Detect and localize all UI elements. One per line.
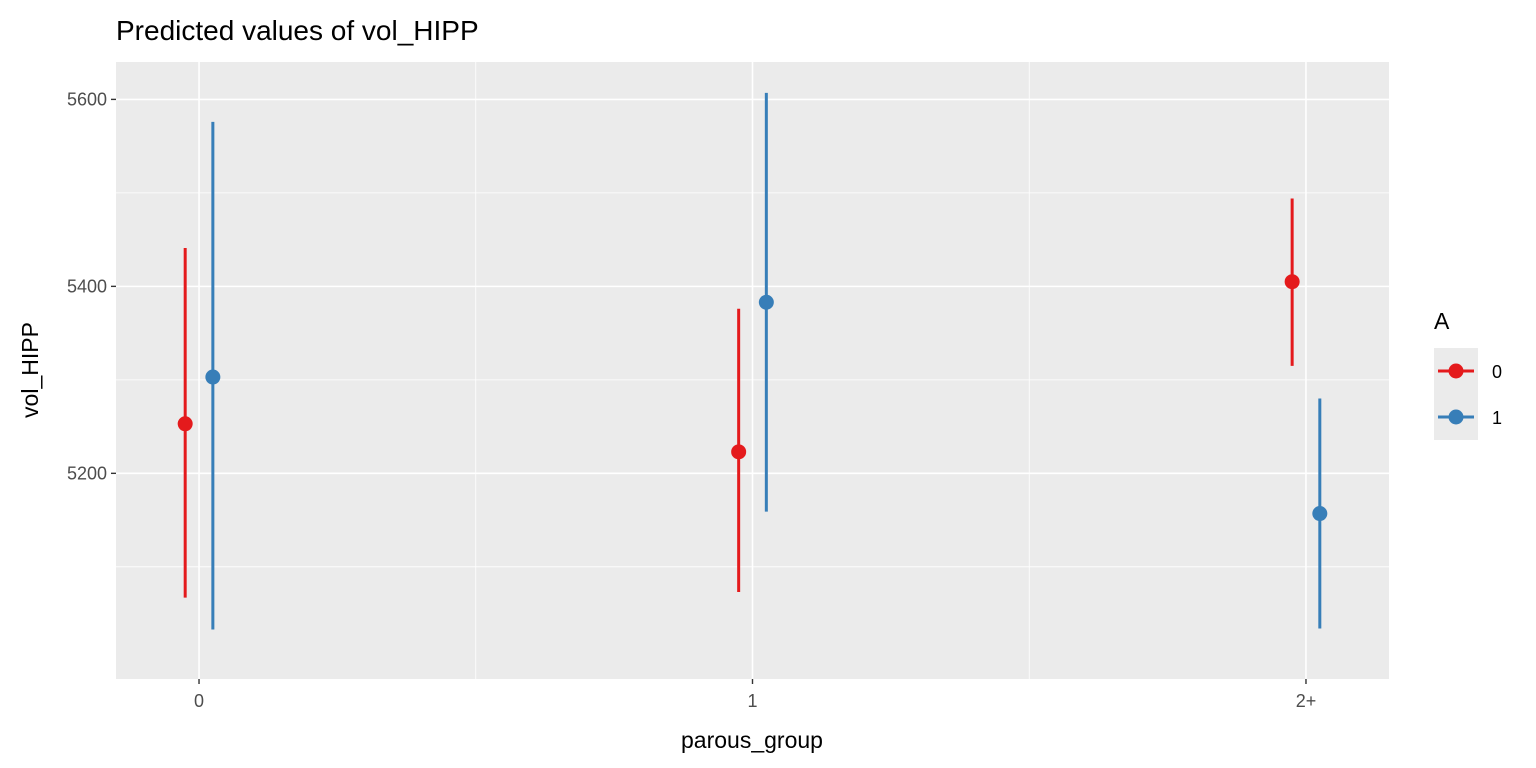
point-1-1 <box>758 294 774 310</box>
point-0-0 <box>177 416 193 432</box>
point-0-2+ <box>1284 274 1300 290</box>
legend-label-1: 1 <box>1492 408 1502 428</box>
x-tick-label: 0 <box>194 691 204 711</box>
y-tick-label: 5600 <box>67 89 107 109</box>
data-marks <box>177 92 1328 630</box>
point-0-1 <box>731 444 747 460</box>
point-1-2+ <box>1312 506 1328 522</box>
y-tick-label: 5400 <box>67 276 107 296</box>
x-tick-label: 1 <box>747 691 757 711</box>
legend-point-0 <box>1448 363 1464 379</box>
legend: A 0 1 <box>1434 308 1502 440</box>
y-tick-label: 5200 <box>67 463 107 483</box>
x-tick-label: 2+ <box>1296 691 1317 711</box>
axes: 5200 5400 5600 0 1 2+ <box>67 89 1316 711</box>
legend-label-0: 0 <box>1492 362 1502 382</box>
x-axis-title: parous_group <box>681 727 823 753</box>
legend-point-1 <box>1448 409 1464 425</box>
point-1-0 <box>205 369 221 385</box>
y-axis-title: vol_HIPP <box>17 322 43 418</box>
chart-title: Predicted values of vol_HIPP <box>116 15 479 46</box>
legend-title: A <box>1434 308 1450 334</box>
grid-lines <box>116 62 1389 679</box>
